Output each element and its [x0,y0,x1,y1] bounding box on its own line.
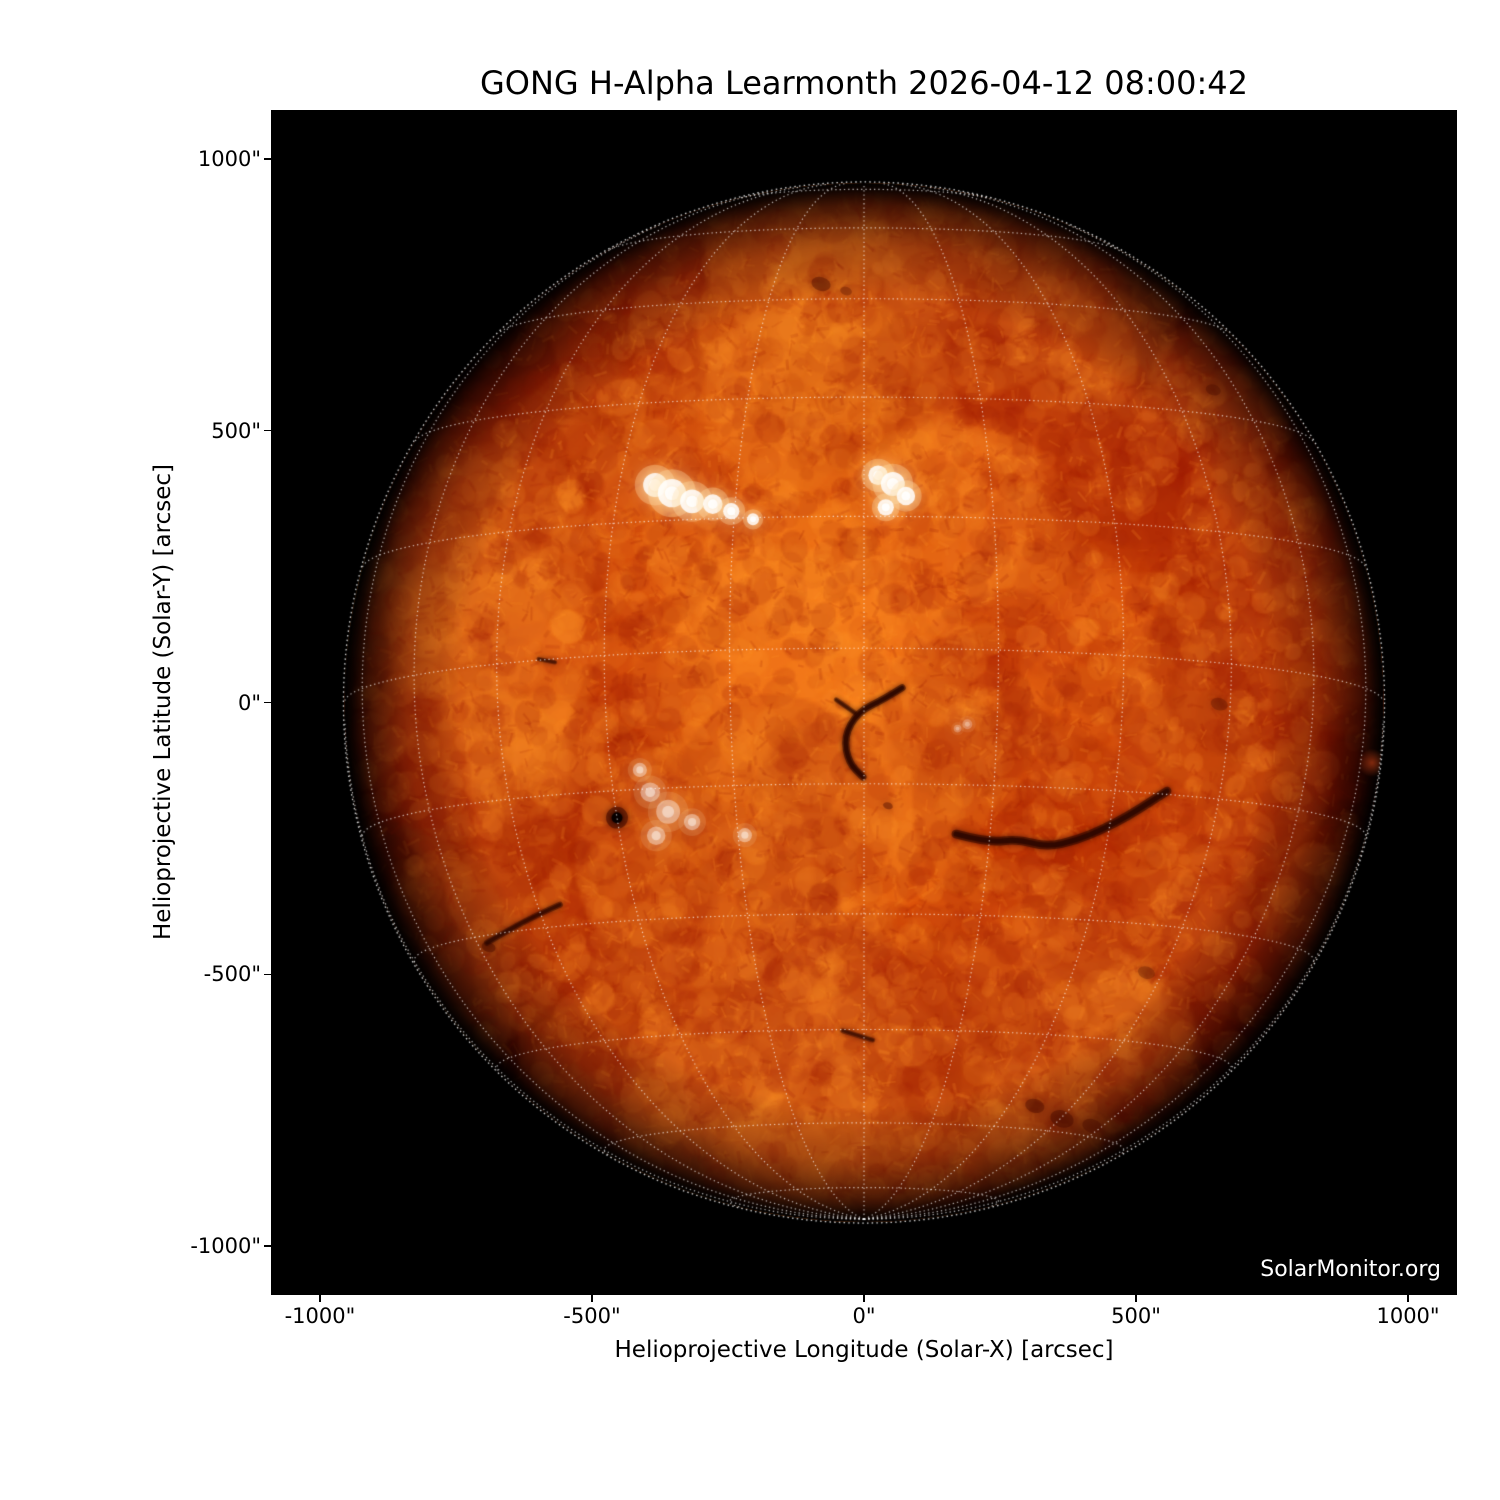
solar-disk-image [271,110,1457,1295]
x-tick-mark [591,1295,593,1302]
x-tick-label: 1000" [1376,1304,1440,1328]
y-tick-label: -1000" [190,1234,261,1259]
watermark: SolarMonitor.org [1260,1257,1441,1282]
x-tick-label: -500" [563,1304,621,1328]
y-tick-mark [264,1245,271,1247]
y-tick-mark [264,158,271,160]
y-tick-label: 1000" [197,146,261,171]
y-tick-mark [264,973,271,976]
x-tick-label: -1000" [284,1304,356,1328]
x-tick-label: 500" [1111,1304,1161,1328]
x-tick-mark [319,1295,321,1302]
x-tick-mark [863,1295,865,1302]
plot-area: SolarMonitor.org [271,110,1457,1295]
y-tick-label: 500" [211,418,261,443]
x-tick-mark [1135,1295,1137,1302]
y-tick-label: -500" [203,962,261,987]
y-tick-label: 0" [237,690,261,715]
x-tick-mark [1407,1295,1409,1302]
x-axis-label: Helioprojective Longitude (Solar-X) [arc… [614,1337,1114,1363]
y-tick-mark [264,429,271,432]
x-tick-label: 0" [852,1304,876,1328]
chart-title: GONG H-Alpha Learmonth 2026-04-12 08:00:… [480,64,1248,102]
y-axis-label: Helioprojective Latitude (Solar-Y) [arcs… [150,464,176,940]
y-tick-mark [264,701,271,704]
